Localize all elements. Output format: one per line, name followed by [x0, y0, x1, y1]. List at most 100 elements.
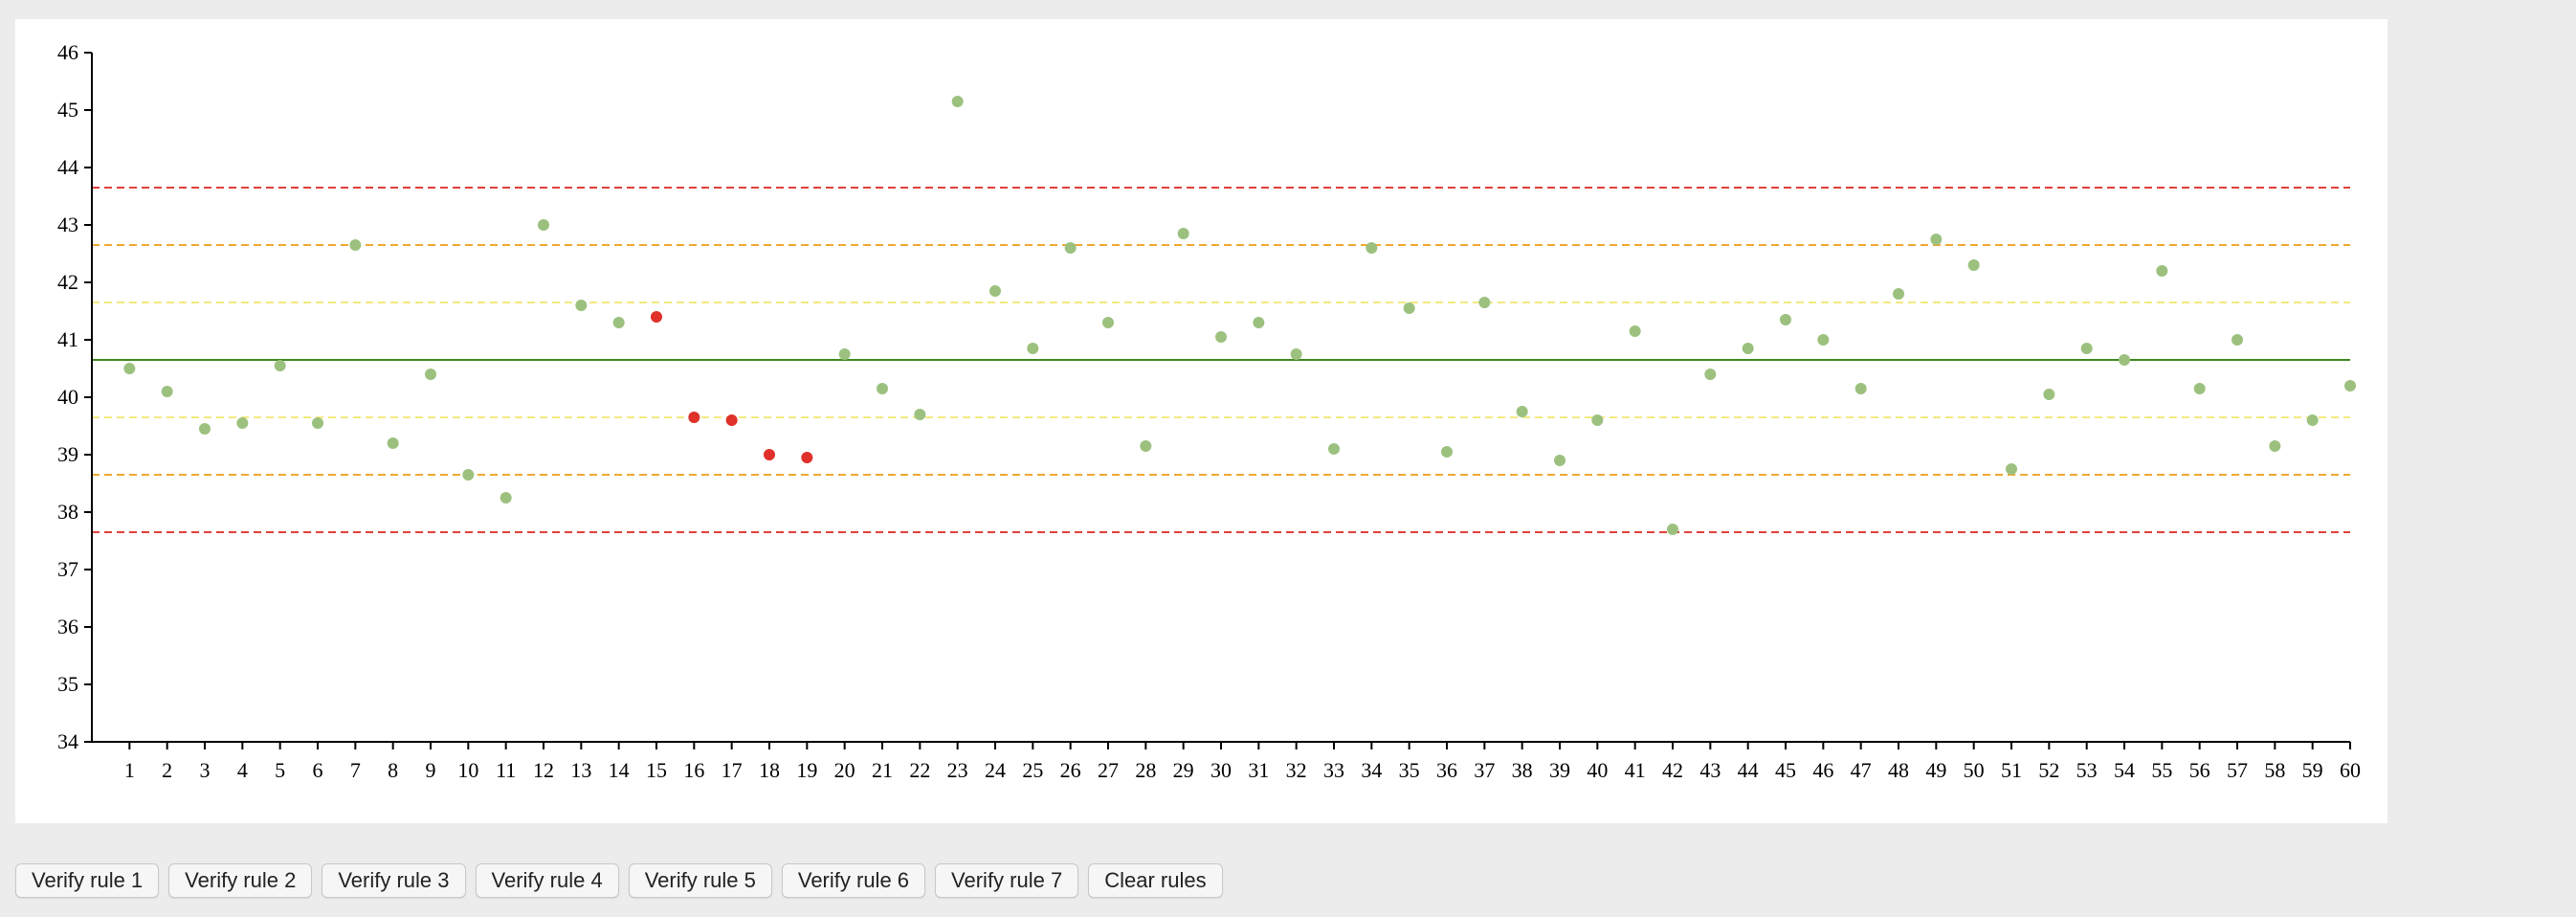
data-point: [236, 417, 249, 429]
x-tick-label: 31: [1248, 758, 1269, 782]
data-point: [1893, 288, 1904, 300]
x-tick-label: 11: [496, 758, 516, 782]
x-tick-label: 58: [2264, 758, 2285, 782]
y-tick-label: 39: [57, 442, 78, 466]
x-tick-label: 6: [313, 758, 323, 782]
data-point: [1667, 524, 1678, 535]
x-tick-label: 53: [2076, 758, 2098, 782]
verify-rule-1-button[interactable]: Verify rule 1: [15, 863, 160, 898]
x-tick-label: 36: [1436, 758, 1457, 782]
chart-panel: 34 35 36 37 38 39 40 41 42 43 44 45 46 1 2 3 4 5 6 7 8 9 10 11 1…: [15, 19, 2387, 823]
x-tick-label: 29: [1173, 758, 1194, 782]
data-point: [425, 369, 436, 380]
data-point: [2232, 334, 2243, 346]
data-point: [838, 348, 851, 360]
y-tick-label: 43: [57, 212, 78, 236]
x-tick-label: 15: [646, 758, 667, 782]
x-tick-label: 8: [388, 758, 398, 782]
x-tick-label: 12: [533, 758, 554, 782]
data-point: [1704, 369, 1717, 380]
data-point: [2080, 343, 2093, 354]
x-tick-label: 40: [1587, 758, 1608, 782]
data-point: [2043, 389, 2055, 400]
x-tick-label: 14: [609, 758, 630, 782]
data-point: [2269, 440, 2281, 452]
data-point: [1780, 314, 1791, 325]
verify-rule-6-button[interactable]: Verify rule 6: [781, 863, 926, 898]
x-tick-label: 2: [162, 758, 172, 782]
data-point: [1027, 343, 1039, 354]
x-tick-label: 27: [1098, 758, 1119, 782]
data-point: [612, 317, 625, 328]
y-tick-label: 40: [57, 385, 78, 409]
data-point: [1366, 242, 1378, 254]
x-tick-label: 38: [1512, 758, 1533, 782]
x-tick-label: 22: [909, 758, 930, 782]
data-point: [462, 469, 475, 481]
data-point: [2306, 414, 2319, 426]
y-tick-label: 45: [57, 98, 78, 122]
x-tick-label: 21: [872, 758, 893, 782]
data-point: [500, 492, 512, 503]
x-tick-label: 50: [1964, 758, 1985, 782]
y-tick-label: 36: [57, 615, 78, 638]
data-point: [877, 383, 888, 394]
x-tick-label: 33: [1323, 758, 1344, 782]
x-tick-label: 23: [947, 758, 968, 782]
x-tick-label: 43: [1699, 758, 1721, 782]
x-tick-label: 25: [1022, 758, 1043, 782]
data-point: [1177, 228, 1189, 239]
clear-rules-button[interactable]: Clear rules: [1088, 863, 1223, 898]
data-point: [161, 386, 173, 397]
data-point: [1854, 383, 1867, 394]
x-tick-label: 51: [2001, 758, 2022, 782]
x-tick-label: 18: [759, 758, 780, 782]
x-tick-label: 20: [834, 758, 855, 782]
data-point: [914, 409, 926, 420]
x-tick-label: 5: [275, 758, 285, 782]
x-tick-label: 35: [1399, 758, 1420, 782]
x-tick-label: 30: [1210, 758, 1232, 782]
data-point: [1215, 331, 1227, 343]
verify-rule-5-button[interactable]: Verify rule 5: [628, 863, 772, 898]
flagged-data-point: [725, 414, 738, 426]
data-point: [1441, 446, 1453, 458]
data-point: [312, 417, 323, 429]
x-tick-label: 39: [1549, 758, 1570, 782]
y-tick-label: 41: [57, 327, 78, 351]
x-tick-label: 16: [683, 758, 704, 782]
data-point: [1328, 443, 1340, 455]
x-tick-label: 32: [1286, 758, 1307, 782]
flagged-data-point: [688, 412, 700, 423]
x-tick-label: 13: [570, 758, 591, 782]
data-point: [387, 437, 399, 449]
flagged-data-point: [764, 449, 775, 460]
x-tick-label: 42: [1662, 758, 1683, 782]
y-tick-label: 35: [57, 672, 78, 696]
rule-button-bar: Verify rule 1 Verify rule 2 Verify rule …: [15, 863, 1223, 898]
x-tick-label: 1: [124, 758, 135, 782]
data-point: [1930, 234, 1943, 245]
data-point: [538, 219, 549, 231]
x-tick-label: 46: [1812, 758, 1833, 782]
data-point: [1591, 414, 1604, 426]
x-tick-label: 56: [2189, 758, 2210, 782]
verify-rule-7-button[interactable]: Verify rule 7: [935, 863, 1079, 898]
data-point: [123, 363, 136, 374]
data-point: [1140, 440, 1152, 452]
data-point: [989, 285, 1001, 297]
x-tick-label: 57: [2227, 758, 2248, 782]
verify-rule-2-button[interactable]: Verify rule 2: [168, 863, 313, 898]
data-point: [1742, 343, 1754, 354]
verify-rule-3-button[interactable]: Verify rule 3: [322, 863, 466, 898]
y-tick-label: 38: [57, 500, 78, 524]
y-tick-label: 34: [57, 729, 78, 753]
verify-rule-4-button[interactable]: Verify rule 4: [475, 863, 619, 898]
x-tick-label: 44: [1738, 758, 1759, 782]
data-point: [2193, 383, 2206, 394]
x-tick-label: 24: [985, 758, 1006, 782]
flagged-data-point: [651, 311, 662, 323]
x-tick-label: 52: [2038, 758, 2059, 782]
data-point: [1253, 317, 1265, 328]
flagged-data-point: [801, 452, 813, 463]
